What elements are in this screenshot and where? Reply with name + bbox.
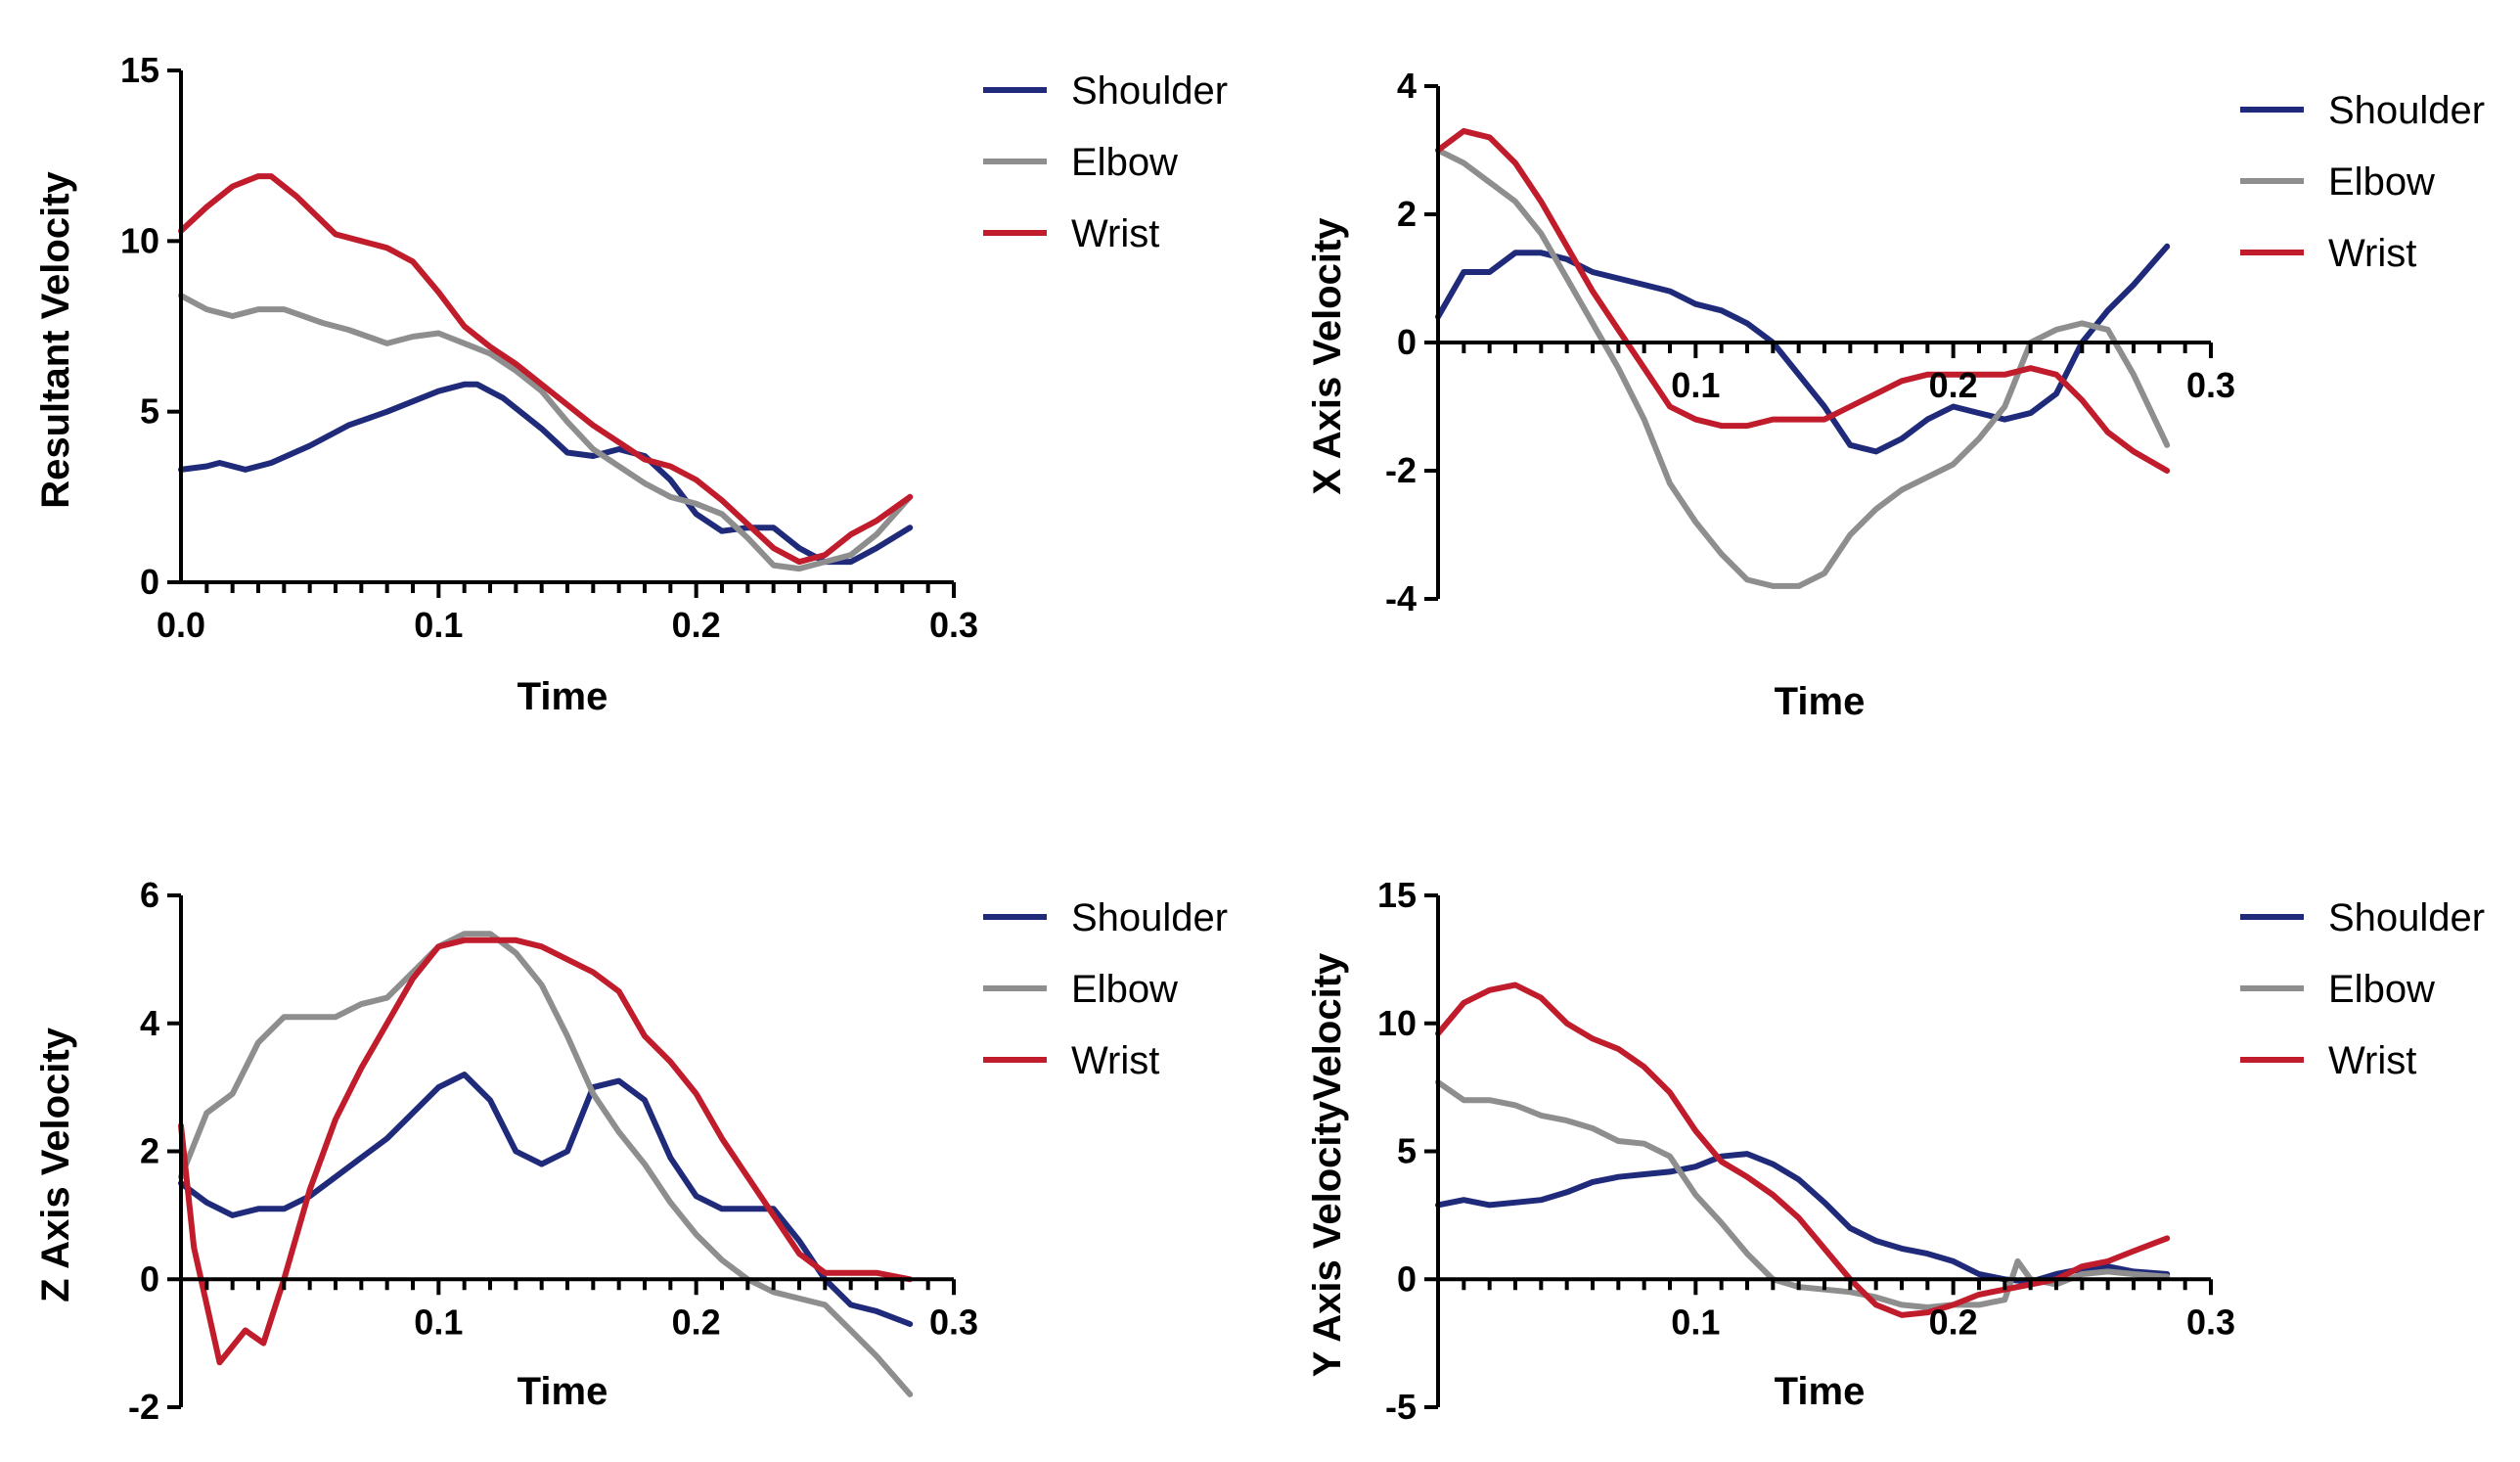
y-tick-label: 10 bbox=[120, 220, 159, 260]
shoulder-series-line bbox=[1435, 243, 2171, 455]
x-tick-label: 0.3 bbox=[929, 1302, 978, 1342]
y-axis-title: Z Axis Velocity bbox=[34, 1027, 77, 1302]
legend-label-wrist: Wrist bbox=[2328, 1039, 2416, 1082]
legend-label-elbow: Elbow bbox=[2328, 968, 2435, 1011]
legend-label-shoulder: Shoulder bbox=[2328, 896, 2485, 939]
legend: Shoulder Elbow Wrist bbox=[2240, 896, 2485, 1082]
x-tick-label: 0.3 bbox=[2186, 1302, 2235, 1342]
y-tick-label: 0 bbox=[1397, 322, 1417, 362]
legend-label-wrist: Wrist bbox=[1071, 212, 1159, 255]
x-tick-label: 0.3 bbox=[929, 605, 978, 645]
y-axis-title: X Axis Velocity bbox=[1306, 217, 1349, 495]
shoulder-series-line bbox=[178, 1072, 914, 1327]
x-axis-title: Time bbox=[518, 675, 608, 718]
wrist-series-line bbox=[178, 937, 914, 1366]
legend-label-elbow: Elbow bbox=[1071, 141, 1178, 184]
y-tick-label: -2 bbox=[1385, 450, 1417, 490]
y-tick-label: 0 bbox=[140, 1258, 159, 1299]
x-axis-title: Time bbox=[518, 1370, 608, 1413]
x-axis-velocity-panel: -4 -2 0 2 4 0.1 0.2 0.3 Time X Axis Velocity Shoul… bbox=[1306, 66, 2485, 723]
x-tick-label: 0.1 bbox=[1671, 365, 1720, 405]
y-tick-label: -4 bbox=[1385, 578, 1417, 618]
y-tick-label: 15 bbox=[1377, 875, 1417, 915]
y-tick-label: 5 bbox=[140, 391, 159, 432]
y-tick-label: 0 bbox=[140, 562, 159, 602]
y-axis-title: Y Axis VelocityVelocity bbox=[1306, 952, 1349, 1377]
y-axis-velocity-panel: -5 0 5 10 15 0.1 0.2 0.3 Time Y Axis VelocityVelo… bbox=[1306, 875, 2485, 1427]
y-tick-label: 10 bbox=[1377, 1003, 1417, 1043]
y-tick-label: 2 bbox=[1397, 194, 1417, 234]
elbow-series-line bbox=[178, 293, 914, 572]
y-tick-label: 15 bbox=[120, 50, 159, 90]
legend-label-shoulder: Shoulder bbox=[2328, 89, 2485, 132]
y-axis-title: Resultant Velocity bbox=[34, 170, 77, 508]
shoulder-series-line bbox=[178, 381, 914, 566]
y-tick-label: 4 bbox=[140, 1003, 159, 1043]
legend-label-shoulder: Shoulder bbox=[1071, 896, 1228, 939]
wrist-series-line bbox=[178, 173, 914, 566]
x-tick-label: 0.2 bbox=[672, 1302, 721, 1342]
y-tick-label: 4 bbox=[1397, 66, 1417, 106]
y-tick-label: 0 bbox=[1397, 1258, 1417, 1299]
legend: Shoulder Elbow Wrist bbox=[983, 69, 1228, 255]
y-tick-label: 5 bbox=[1397, 1131, 1417, 1171]
x-tick-label: 0.1 bbox=[414, 605, 463, 645]
legend: Shoulder Elbow Wrist bbox=[983, 896, 1228, 1082]
x-axis-title: Time bbox=[1775, 1370, 1866, 1413]
elbow-series-line bbox=[1435, 147, 2171, 589]
y-tick-label: 2 bbox=[140, 1131, 159, 1171]
x-tick-label: 0.1 bbox=[414, 1302, 463, 1342]
x-tick-label: 0.3 bbox=[2186, 365, 2235, 405]
x-tick-label: 0.2 bbox=[1929, 365, 1978, 405]
legend-label-elbow: Elbow bbox=[2328, 160, 2435, 204]
legend-label-wrist: Wrist bbox=[2328, 232, 2416, 275]
wrist-series-line bbox=[1435, 982, 2171, 1318]
x-tick-label: 0.2 bbox=[1929, 1302, 1978, 1342]
x-tick-label: 0.1 bbox=[1671, 1302, 1720, 1342]
wrist-series-line bbox=[1435, 127, 2171, 474]
y-tick-label: -2 bbox=[128, 1387, 159, 1427]
legend-label-elbow: Elbow bbox=[1071, 968, 1178, 1011]
x-axis-title: Time bbox=[1775, 680, 1866, 723]
y-tick-label: 6 bbox=[140, 875, 159, 915]
y-tick-label: -5 bbox=[1385, 1387, 1417, 1427]
z-axis-velocity-panel: -2 0 2 4 6 0.1 0.2 0.3 Time Z Axis Velocity Should… bbox=[34, 875, 1228, 1427]
elbow-series-line bbox=[178, 931, 914, 1397]
legend-label-wrist: Wrist bbox=[1071, 1039, 1159, 1082]
legend: Shoulder Elbow Wrist bbox=[2240, 89, 2485, 275]
x-tick-label: 0.0 bbox=[157, 605, 205, 645]
x-tick-label: 0.2 bbox=[672, 605, 721, 645]
resultant-velocity-panel: 0 5 10 15 0.0 0.1 0.2 0.3 Time Resultant Velocity… bbox=[34, 50, 1228, 718]
legend-label-shoulder: Shoulder bbox=[1071, 69, 1228, 113]
